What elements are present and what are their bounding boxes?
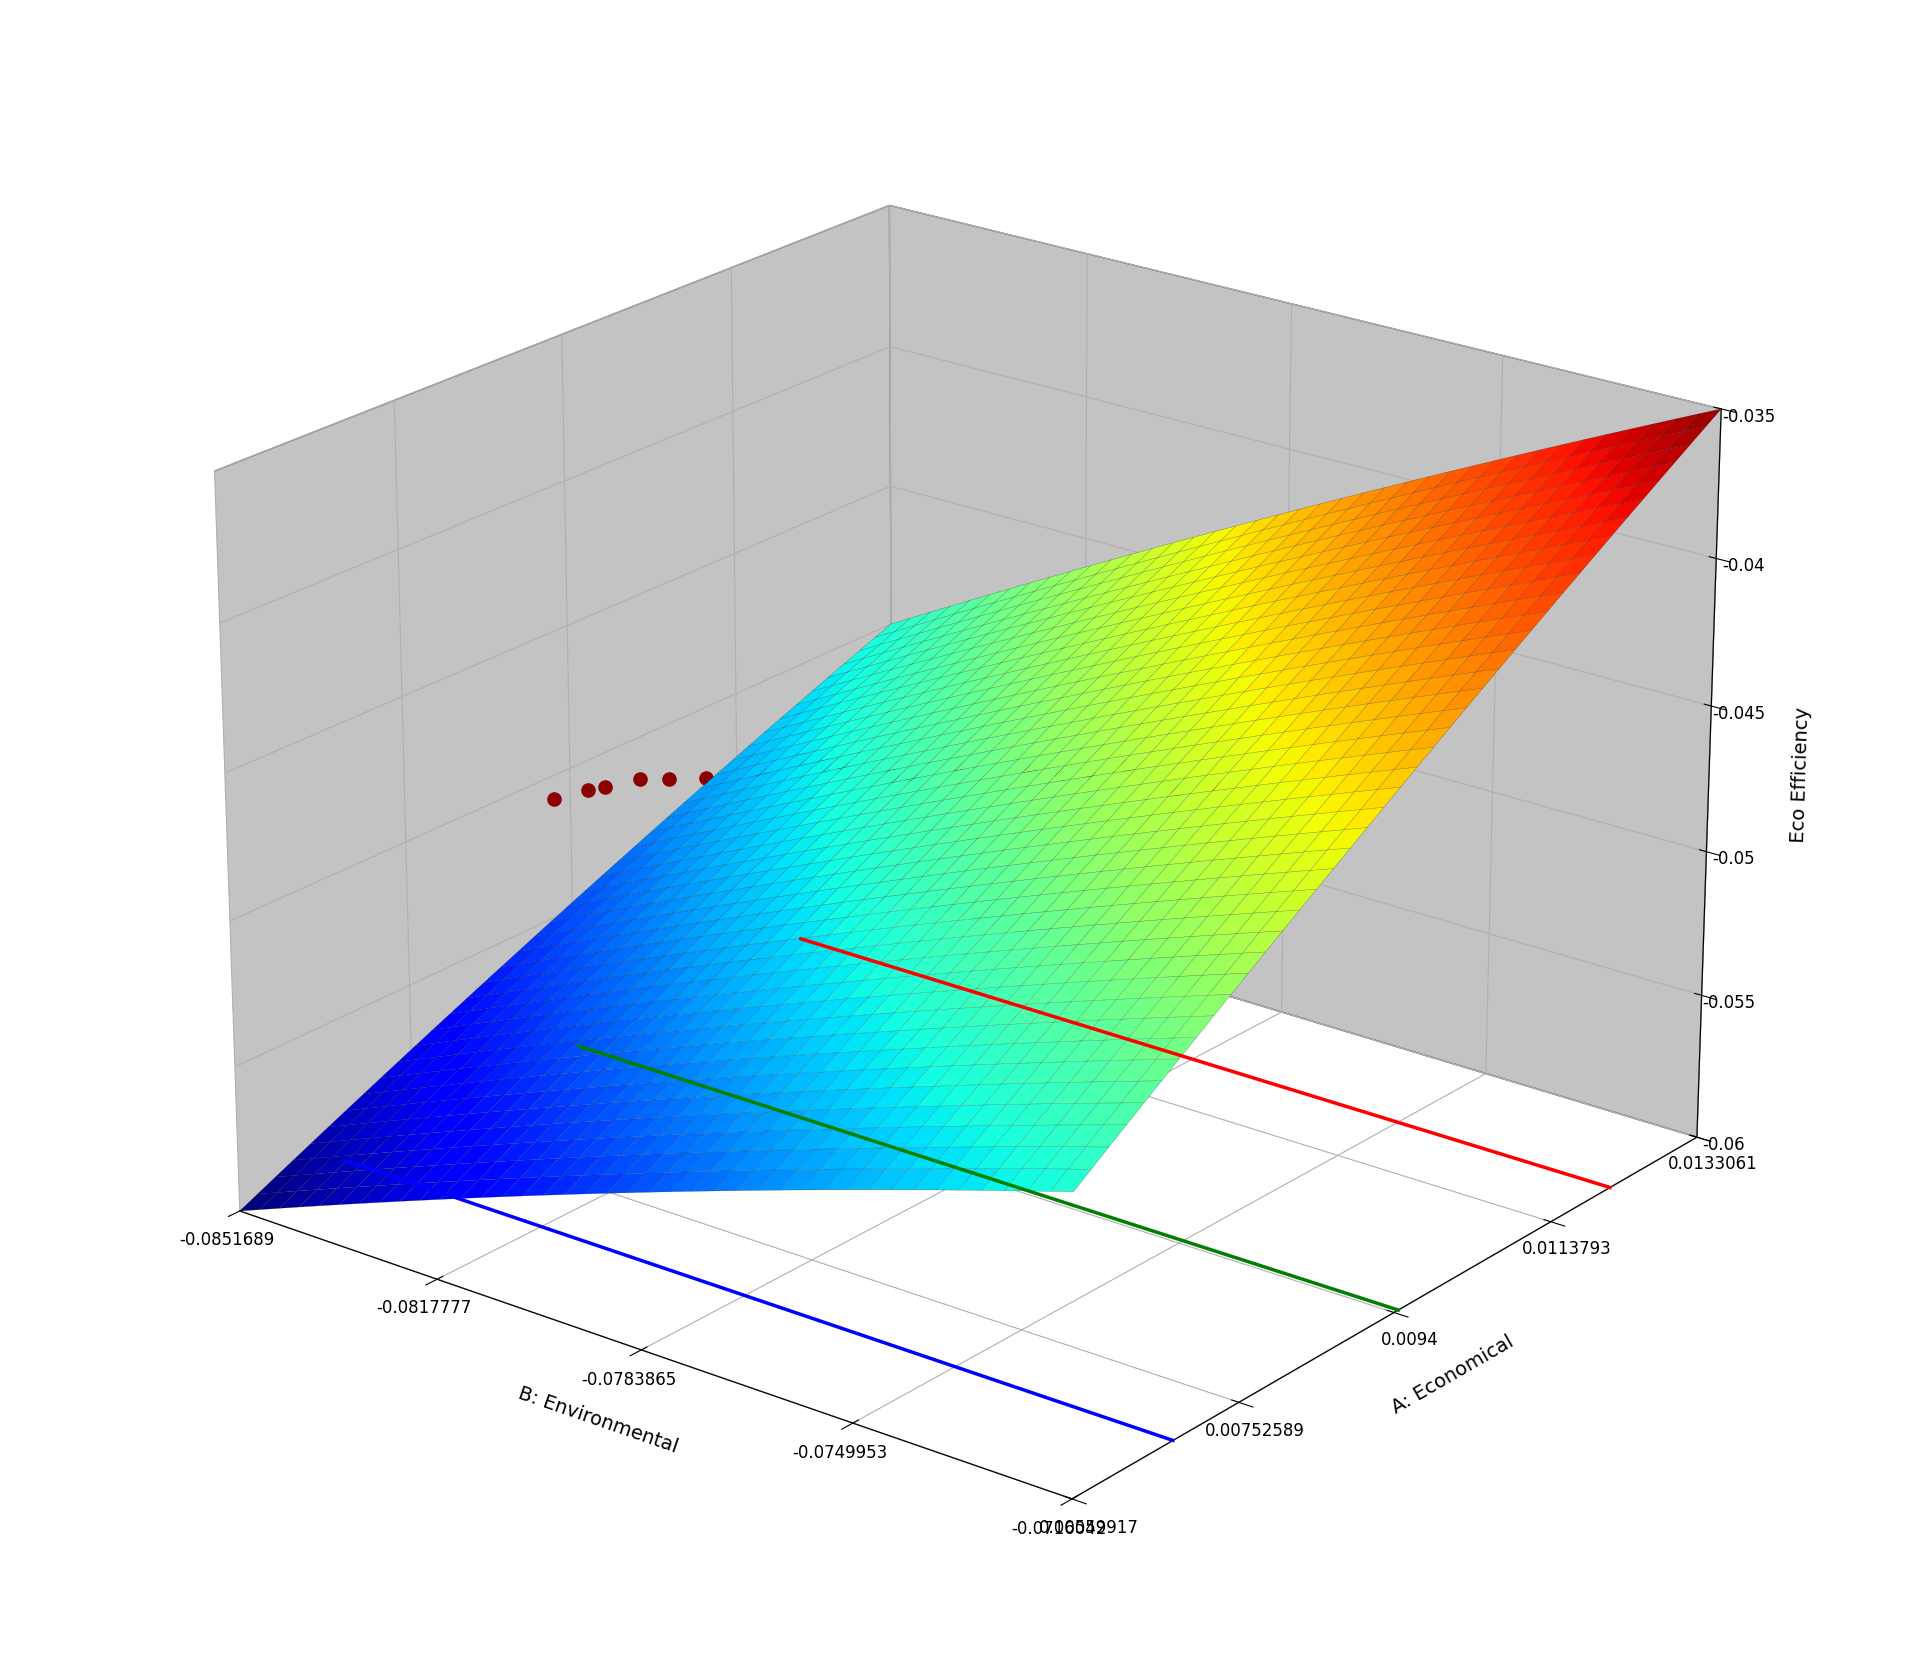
- X-axis label: B: Environmental: B: Environmental: [514, 1384, 680, 1456]
- Y-axis label: A: Economical: A: Economical: [1389, 1331, 1516, 1418]
